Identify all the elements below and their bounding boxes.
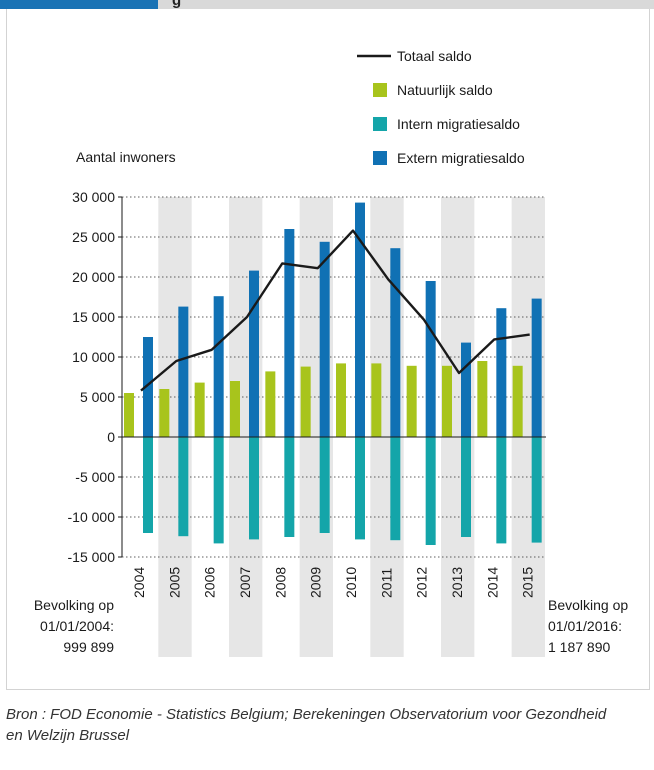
bar-extern-migratiesaldo-2005 xyxy=(178,306,189,437)
y-tick-label: 30 000 xyxy=(72,189,115,205)
y-tick-label: 25 000 xyxy=(72,229,115,245)
bar-natuurlijk-saldo-2011 xyxy=(371,363,382,437)
bar-intern-migratiesaldo-2013 xyxy=(461,437,471,537)
legend-label-natuurlijk-saldo: Natuurlijk saldo xyxy=(397,82,493,98)
bar-intern-migratiesaldo-2012 xyxy=(425,437,436,545)
bar-extern-migratiesaldo-2006 xyxy=(213,296,224,437)
legend-label-extern-migratiesaldo: Extern migratiesaldo xyxy=(397,150,525,166)
bar-extern-migratiesaldo-2012 xyxy=(425,281,436,437)
legend-label-totaal-saldo: Totaal saldo xyxy=(397,48,472,64)
header-accent xyxy=(0,0,158,9)
bar-extern-migratiesaldo-2008 xyxy=(284,229,295,437)
chart: 30 000 25 000 20 000 15 000 10 000 5 000 0 -5 0… xyxy=(34,48,628,657)
y-tick-label: 10 000 xyxy=(72,349,115,365)
x-tick-label-2015: 2015 xyxy=(520,567,536,598)
legend-swatch-intern-migratiesaldo xyxy=(373,117,387,131)
bar-natuurlijk-saldo-2004 xyxy=(124,393,134,437)
left-population-note: 999 899 xyxy=(63,639,114,655)
header-title-text: g xyxy=(172,0,182,9)
right-population-note: Bevolking op xyxy=(548,597,628,613)
header-title-fragment: g xyxy=(172,0,186,9)
y-tick-label: 5 000 xyxy=(80,389,115,405)
x-tick-label-2004: 2004 xyxy=(131,567,147,598)
bar-extern-migratiesaldo-2009 xyxy=(319,241,330,437)
bar-intern-migratiesaldo-2004 xyxy=(143,437,153,533)
left-population-note: 01/01/2004: xyxy=(40,618,114,634)
x-tick-label-2013: 2013 xyxy=(449,567,465,598)
bar-natuurlijk-saldo-2005 xyxy=(159,389,170,437)
bar-natuurlijk-saldo-2010 xyxy=(336,363,346,437)
legend-swatch-natuurlijk-saldo xyxy=(373,83,387,97)
bar-intern-migratiesaldo-2008 xyxy=(284,437,295,537)
y-tick-label: -15 000 xyxy=(68,549,116,565)
x-tick-label-2005: 2005 xyxy=(166,567,182,598)
bar-extern-migratiesaldo-2004 xyxy=(143,337,153,437)
bar-natuurlijk-saldo-2009 xyxy=(300,366,311,437)
bar-extern-migratiesaldo-2010 xyxy=(355,202,365,437)
y-tick-label: 15 000 xyxy=(72,309,115,325)
bar-extern-migratiesaldo-2015 xyxy=(531,298,542,437)
bar-natuurlijk-saldo-2008 xyxy=(265,371,276,437)
y-tick-label: -10 000 xyxy=(68,509,116,525)
legend-swatch-extern-migratiesaldo xyxy=(373,151,387,165)
bar-extern-migratiesaldo-2014 xyxy=(496,308,507,437)
bar-natuurlijk-saldo-2006 xyxy=(194,382,205,437)
right-population-note: 01/01/2016: xyxy=(548,618,622,634)
x-tick-label-2010: 2010 xyxy=(343,567,359,598)
bar-intern-migratiesaldo-2014 xyxy=(496,437,507,544)
bar-extern-migratiesaldo-2013 xyxy=(461,342,471,437)
bar-natuurlijk-saldo-2007 xyxy=(230,381,240,437)
legend-label-intern-migratiesaldo: Intern migratiesaldo xyxy=(397,116,520,132)
header-bar xyxy=(0,0,654,9)
bar-natuurlijk-saldo-2013 xyxy=(442,365,452,437)
bar-intern-migratiesaldo-2006 xyxy=(213,437,224,544)
x-tick-label-2009: 2009 xyxy=(308,567,324,598)
bar-natuurlijk-saldo-2012 xyxy=(406,365,417,437)
x-tick-label-2006: 2006 xyxy=(202,567,218,598)
x-tick-label-2012: 2012 xyxy=(414,567,430,598)
y-tick-label: 20 000 xyxy=(72,269,115,285)
y-axis-label: Aantal inwoners xyxy=(76,149,176,165)
x-tick-label-2007: 2007 xyxy=(237,567,253,598)
bar-intern-migratiesaldo-2015 xyxy=(531,437,542,543)
source-note: Bron : FOD Economie - Statistics Belgium… xyxy=(6,706,607,744)
left-population-note: Bevolking op xyxy=(34,597,114,613)
x-tick-label-2011: 2011 xyxy=(378,568,394,598)
bar-natuurlijk-saldo-2015 xyxy=(512,365,523,437)
bar-extern-migratiesaldo-2011 xyxy=(390,248,401,437)
bar-natuurlijk-saldo-2014 xyxy=(477,361,488,437)
bar-intern-migratiesaldo-2010 xyxy=(355,437,365,540)
chart-panel: 30 000 25 000 20 000 15 000 10 000 5 000 0 -5 0… xyxy=(6,9,650,690)
right-population-note: 1 187 890 xyxy=(548,639,610,655)
x-tick-label-2008: 2008 xyxy=(272,567,288,598)
bar-extern-migratiesaldo-2007 xyxy=(249,270,259,437)
y-tick-label: -5 000 xyxy=(75,469,115,485)
bar-intern-migratiesaldo-2011 xyxy=(390,437,401,541)
y-tick-label: 0 xyxy=(107,429,115,445)
bar-intern-migratiesaldo-2007 xyxy=(249,437,259,540)
x-tick-label-2014: 2014 xyxy=(484,567,500,598)
line-totaal-saldo xyxy=(140,229,530,392)
bar-intern-migratiesaldo-2005 xyxy=(178,437,189,537)
bar-intern-migratiesaldo-2009 xyxy=(319,437,330,533)
